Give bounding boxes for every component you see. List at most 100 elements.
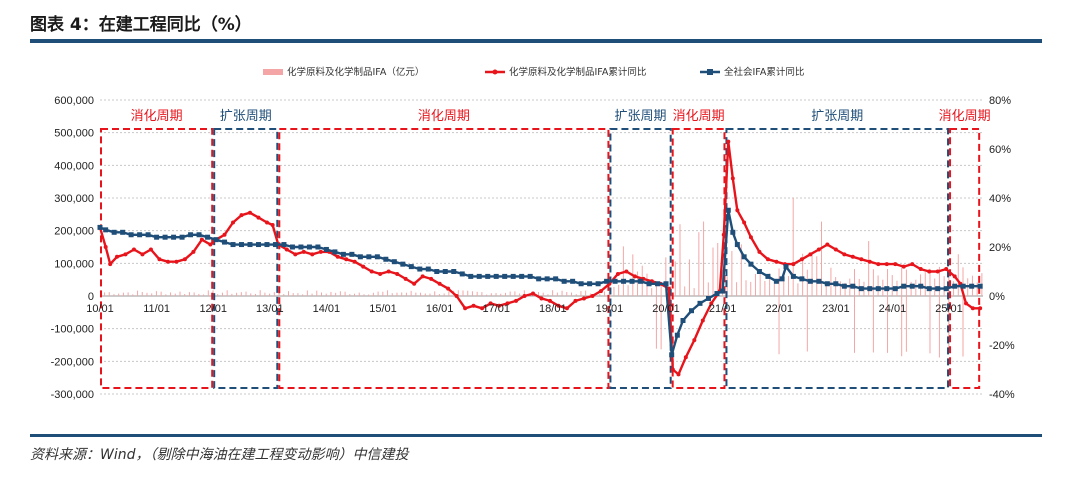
total-ifa-yoy-point	[417, 266, 423, 272]
x-axis-tick-label: 19/01	[596, 303, 624, 315]
total-ifa-yoy-point	[519, 273, 525, 279]
chem-ifa-yoy-point	[850, 254, 855, 259]
total-ifa-yoy-point	[926, 286, 932, 292]
total-ifa-yoy-point	[748, 261, 754, 267]
chem-ifa-yoy-point	[386, 269, 391, 274]
legend-label: 化学原料及化学制品IFA（亿元）	[287, 66, 424, 78]
chem-ifa-yoy-point	[893, 262, 898, 267]
total-ifa-yoy-point	[247, 242, 253, 248]
total-ifa-yoy-point	[705, 295, 711, 301]
chem-ifa-yoy-point	[199, 237, 204, 242]
x-axis-tick-label: 11/01	[143, 303, 170, 315]
left-axis-tick-label: -100,000	[51, 324, 94, 336]
phase-label: 扩张周期	[811, 109, 863, 124]
left-axis-tick-label: 500,000	[54, 128, 94, 140]
total-ifa-yoy-point	[612, 278, 618, 284]
phase-label: 扩张周期	[220, 109, 272, 124]
total-ifa-yoy-point	[561, 278, 567, 284]
chem-ifa-yoy-point	[964, 301, 969, 306]
legend-marker	[707, 69, 713, 75]
chem-ifa-yoy-point	[352, 259, 357, 264]
total-ifa-yoy-point	[960, 283, 966, 289]
total-ifa-yoy-point	[332, 249, 338, 255]
total-ifa-yoy-point	[714, 291, 720, 297]
total-ifa-yoy-point	[111, 229, 117, 235]
total-ifa-yoy-point	[595, 281, 601, 287]
phase-box	[725, 128, 950, 389]
chem-ifa-yoy-point	[293, 252, 298, 257]
total-ifa-yoy-point	[578, 281, 584, 287]
total-ifa-yoy-point	[154, 234, 160, 240]
total-ifa-yoy-point	[493, 273, 499, 279]
total-ifa-yoy-point	[298, 244, 304, 250]
chem-ifa-yoy-point	[901, 264, 906, 269]
chem-ifa-yoy-point	[301, 249, 306, 254]
total-ifa-yoy-point	[720, 288, 726, 294]
series-lines	[97, 139, 983, 377]
phase-label: 消化周期	[673, 109, 725, 124]
total-ifa-yoy-point	[485, 273, 491, 279]
total-ifa-yoy-point	[779, 276, 785, 282]
chem-ifa-yoy-point	[742, 220, 747, 225]
chem-ifa-yoy-point	[174, 259, 179, 264]
chem-ifa-yoy-point	[970, 306, 975, 311]
total-ifa-yoy-point	[799, 276, 805, 282]
chem-ifa-yoy-point	[581, 296, 586, 301]
chem-ifa-yoy-point	[692, 338, 697, 343]
chem-ifa-yoy-point	[927, 269, 932, 274]
chem-ifa-yoy-point	[463, 306, 468, 311]
total-ifa-yoy-point	[621, 278, 627, 284]
chem-ifa-yoy-point	[765, 257, 770, 262]
chem-ifa-yoy-line	[98, 140, 981, 376]
left-axis-tick-label: 0	[88, 291, 94, 303]
chem-ifa-yoy-point	[774, 259, 779, 264]
chem-ifa-yoy-point	[310, 252, 315, 257]
x-axis-tick-label: 23/01	[822, 303, 850, 315]
chem-ifa-yoy-point	[369, 269, 374, 274]
chem-ifa-yoy-point	[721, 232, 726, 237]
bottom-rule	[30, 434, 1042, 437]
ifa-bars	[104, 197, 983, 358]
chem-ifa-yoy-point	[910, 262, 915, 267]
total-ifa-yoy-point	[734, 242, 740, 248]
total-ifa-yoy-point	[97, 224, 103, 230]
chem-ifa-yoy-point	[624, 269, 629, 274]
total-ifa-yoy-point	[697, 300, 703, 306]
chem-ifa-yoy-point	[676, 372, 681, 377]
chem-ifa-yoy-point	[876, 262, 881, 267]
total-ifa-yoy-point	[434, 269, 440, 274]
chem-ifa-yoy-point	[182, 257, 187, 262]
right-axis-tick-label: 20%	[989, 242, 1011, 254]
total-ifa-yoy-point	[629, 278, 635, 284]
chem-ifa-yoy-point	[666, 286, 671, 291]
chem-ifa-yoy-point	[730, 176, 735, 181]
chem-ifa-yoy-point	[378, 271, 383, 276]
chem-ifa-yoy-point	[471, 303, 476, 308]
total-ifa-yoy-point	[587, 281, 593, 287]
right-axis-tick-label: 60%	[989, 144, 1011, 156]
chem-ifa-yoy-point	[564, 306, 569, 311]
page-title: 图表 4：在建工程同比（%）	[30, 15, 252, 35]
legend-label: 化学原料及化学制品IFA累计同比	[509, 66, 646, 78]
chem-ifa-yoy-point	[148, 247, 153, 252]
total-ifa-yoy-point	[145, 232, 151, 238]
total-ifa-yoy-point	[222, 239, 228, 245]
chem-ifa-yoy-point	[632, 274, 637, 279]
legend: 化学原料及化学制品IFA（亿元） 化学原料及化学制品IFA累计同比 全社会IFA累计…	[263, 66, 804, 78]
x-axis-tick-label: 22/01	[765, 303, 793, 315]
total-ifa-yoy-point	[468, 273, 474, 279]
total-ifa-yoy-point	[833, 281, 839, 287]
total-ifa-yoy-point	[391, 259, 397, 265]
left-axis-tick-label: 100,000	[54, 258, 94, 270]
source-note: 资料来源：Wind，（剔除中海油在建工程变动影响）中信建投	[30, 447, 409, 463]
total-ifa-yoy-point	[730, 229, 736, 235]
total-ifa-yoy-point	[340, 251, 346, 257]
chem-ifa-yoy-point	[726, 139, 731, 144]
total-ifa-yoy-point	[807, 278, 813, 284]
total-ifa-yoy-point	[918, 283, 924, 289]
chem-ifa-yoy-point	[952, 274, 957, 279]
chem-ifa-yoy-point	[944, 267, 949, 272]
left-axis-tick-label: 300,000	[54, 193, 94, 205]
x-axis-tick-label: 25/01	[935, 303, 963, 315]
